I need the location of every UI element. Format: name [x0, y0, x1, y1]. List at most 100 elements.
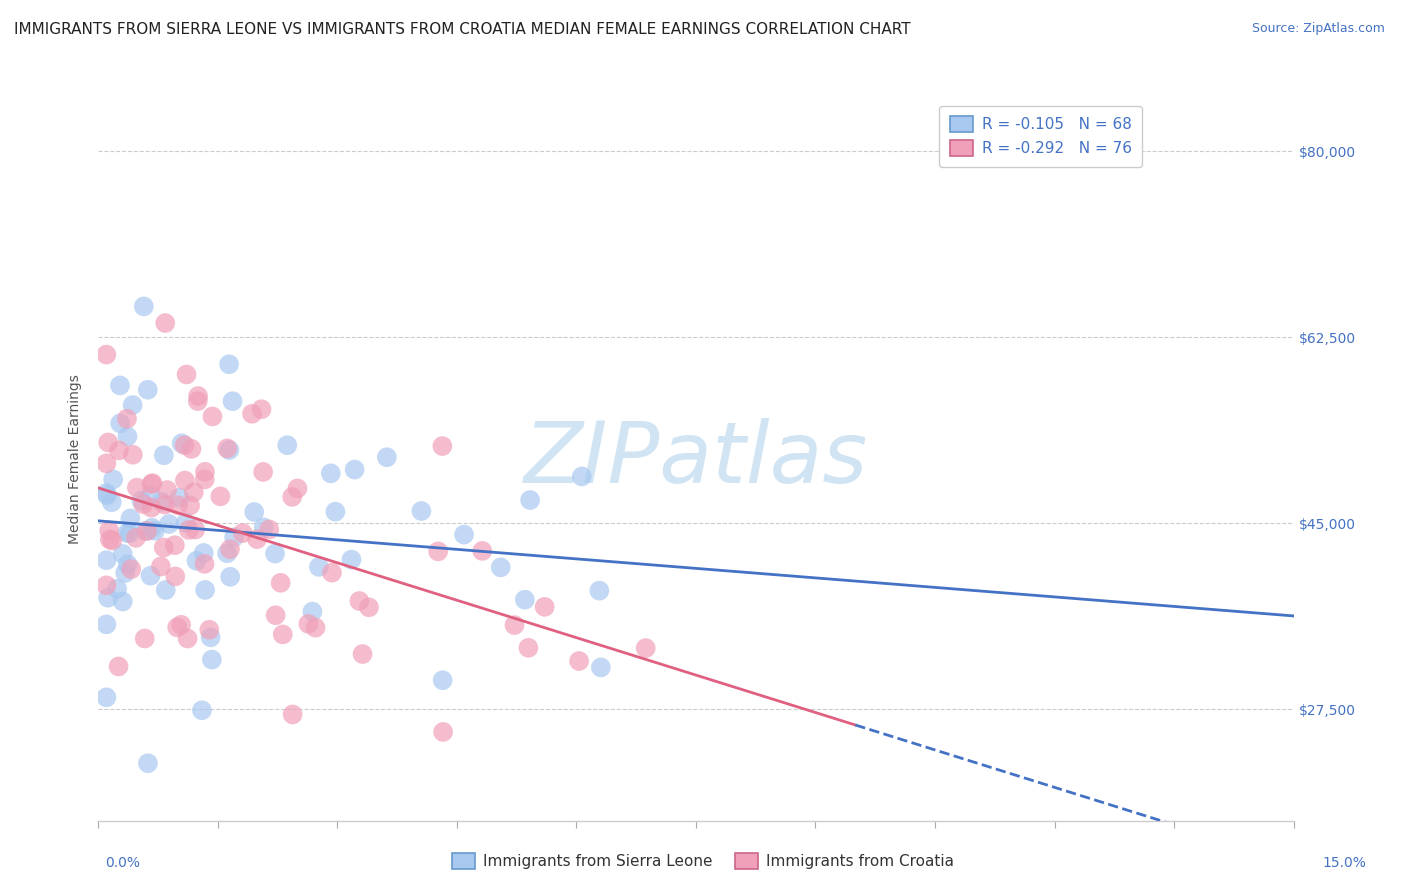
- Point: [209, 489, 232, 503]
- Point: [187, 394, 209, 409]
- Point: [136, 756, 159, 771]
- Point: [173, 438, 195, 452]
- Y-axis label: Median Female Earnings: Median Female Earnings: [69, 375, 83, 544]
- Text: ZIPatlas: ZIPatlas: [524, 417, 868, 501]
- Point: [219, 570, 242, 584]
- Point: [115, 525, 138, 540]
- Point: [143, 524, 166, 538]
- Point: [136, 383, 159, 397]
- Point: [432, 725, 454, 739]
- Point: [115, 411, 138, 425]
- Point: [319, 467, 342, 481]
- Point: [141, 500, 163, 515]
- Point: [141, 476, 163, 491]
- Point: [194, 582, 217, 597]
- Point: [432, 673, 454, 688]
- Point: [153, 448, 176, 462]
- Point: [156, 483, 179, 497]
- Point: [217, 546, 239, 560]
- Point: [513, 592, 536, 607]
- Point: [150, 495, 173, 509]
- Point: [287, 482, 309, 496]
- Point: [519, 493, 541, 508]
- Point: [155, 582, 177, 597]
- Point: [134, 632, 156, 646]
- Point: [174, 516, 197, 530]
- Point: [432, 439, 454, 453]
- Point: [187, 389, 209, 403]
- Point: [352, 647, 374, 661]
- Point: [357, 600, 380, 615]
- Point: [183, 485, 205, 500]
- Point: [253, 520, 276, 534]
- Point: [135, 524, 157, 538]
- Point: [634, 641, 657, 656]
- Point: [250, 402, 273, 417]
- Point: [132, 497, 155, 511]
- Point: [252, 465, 274, 479]
- Point: [97, 591, 120, 605]
- Point: [264, 608, 287, 623]
- Point: [471, 544, 494, 558]
- Point: [517, 640, 540, 655]
- Point: [308, 560, 330, 574]
- Point: [96, 553, 118, 567]
- Point: [321, 566, 343, 580]
- Point: [157, 516, 180, 531]
- Point: [191, 703, 214, 717]
- Point: [201, 652, 224, 666]
- Point: [165, 569, 187, 583]
- Point: [281, 707, 304, 722]
- Point: [170, 436, 193, 450]
- Point: [340, 552, 363, 566]
- Point: [375, 450, 398, 465]
- Text: 0.0%: 0.0%: [105, 855, 141, 870]
- Point: [167, 498, 190, 512]
- Point: [98, 524, 121, 538]
- Point: [503, 618, 526, 632]
- Point: [489, 560, 512, 574]
- Legend: R = -0.105   N = 68, R = -0.292   N = 76: R = -0.105 N = 68, R = -0.292 N = 76: [939, 106, 1143, 167]
- Point: [221, 394, 243, 409]
- Point: [297, 616, 319, 631]
- Text: Source: ZipAtlas.com: Source: ZipAtlas.com: [1251, 22, 1385, 36]
- Point: [96, 488, 118, 502]
- Point: [224, 530, 246, 544]
- Point: [163, 538, 186, 552]
- Point: [96, 456, 118, 470]
- Point: [125, 531, 148, 545]
- Point: [108, 443, 131, 458]
- Point: [259, 523, 281, 537]
- Point: [125, 481, 148, 495]
- Text: 15.0%: 15.0%: [1323, 855, 1367, 870]
- Point: [276, 438, 298, 452]
- Point: [571, 469, 593, 483]
- Point: [141, 521, 163, 535]
- Point: [141, 477, 163, 491]
- Point: [176, 632, 198, 646]
- Point: [132, 299, 155, 313]
- Point: [169, 491, 191, 505]
- Point: [152, 541, 174, 555]
- Point: [117, 429, 139, 443]
- Point: [120, 562, 142, 576]
- Point: [111, 594, 134, 608]
- Point: [108, 378, 131, 392]
- Point: [177, 523, 200, 537]
- Point: [588, 583, 610, 598]
- Point: [301, 605, 323, 619]
- Point: [101, 472, 124, 486]
- Point: [349, 594, 371, 608]
- Point: [271, 627, 294, 641]
- Point: [117, 558, 139, 572]
- Point: [194, 472, 217, 486]
- Point: [96, 348, 118, 362]
- Point: [120, 511, 142, 525]
- Point: [264, 547, 287, 561]
- Point: [193, 557, 215, 571]
- Point: [589, 660, 612, 674]
- Point: [200, 630, 222, 644]
- Point: [218, 357, 240, 371]
- Point: [166, 620, 188, 634]
- Point: [198, 623, 221, 637]
